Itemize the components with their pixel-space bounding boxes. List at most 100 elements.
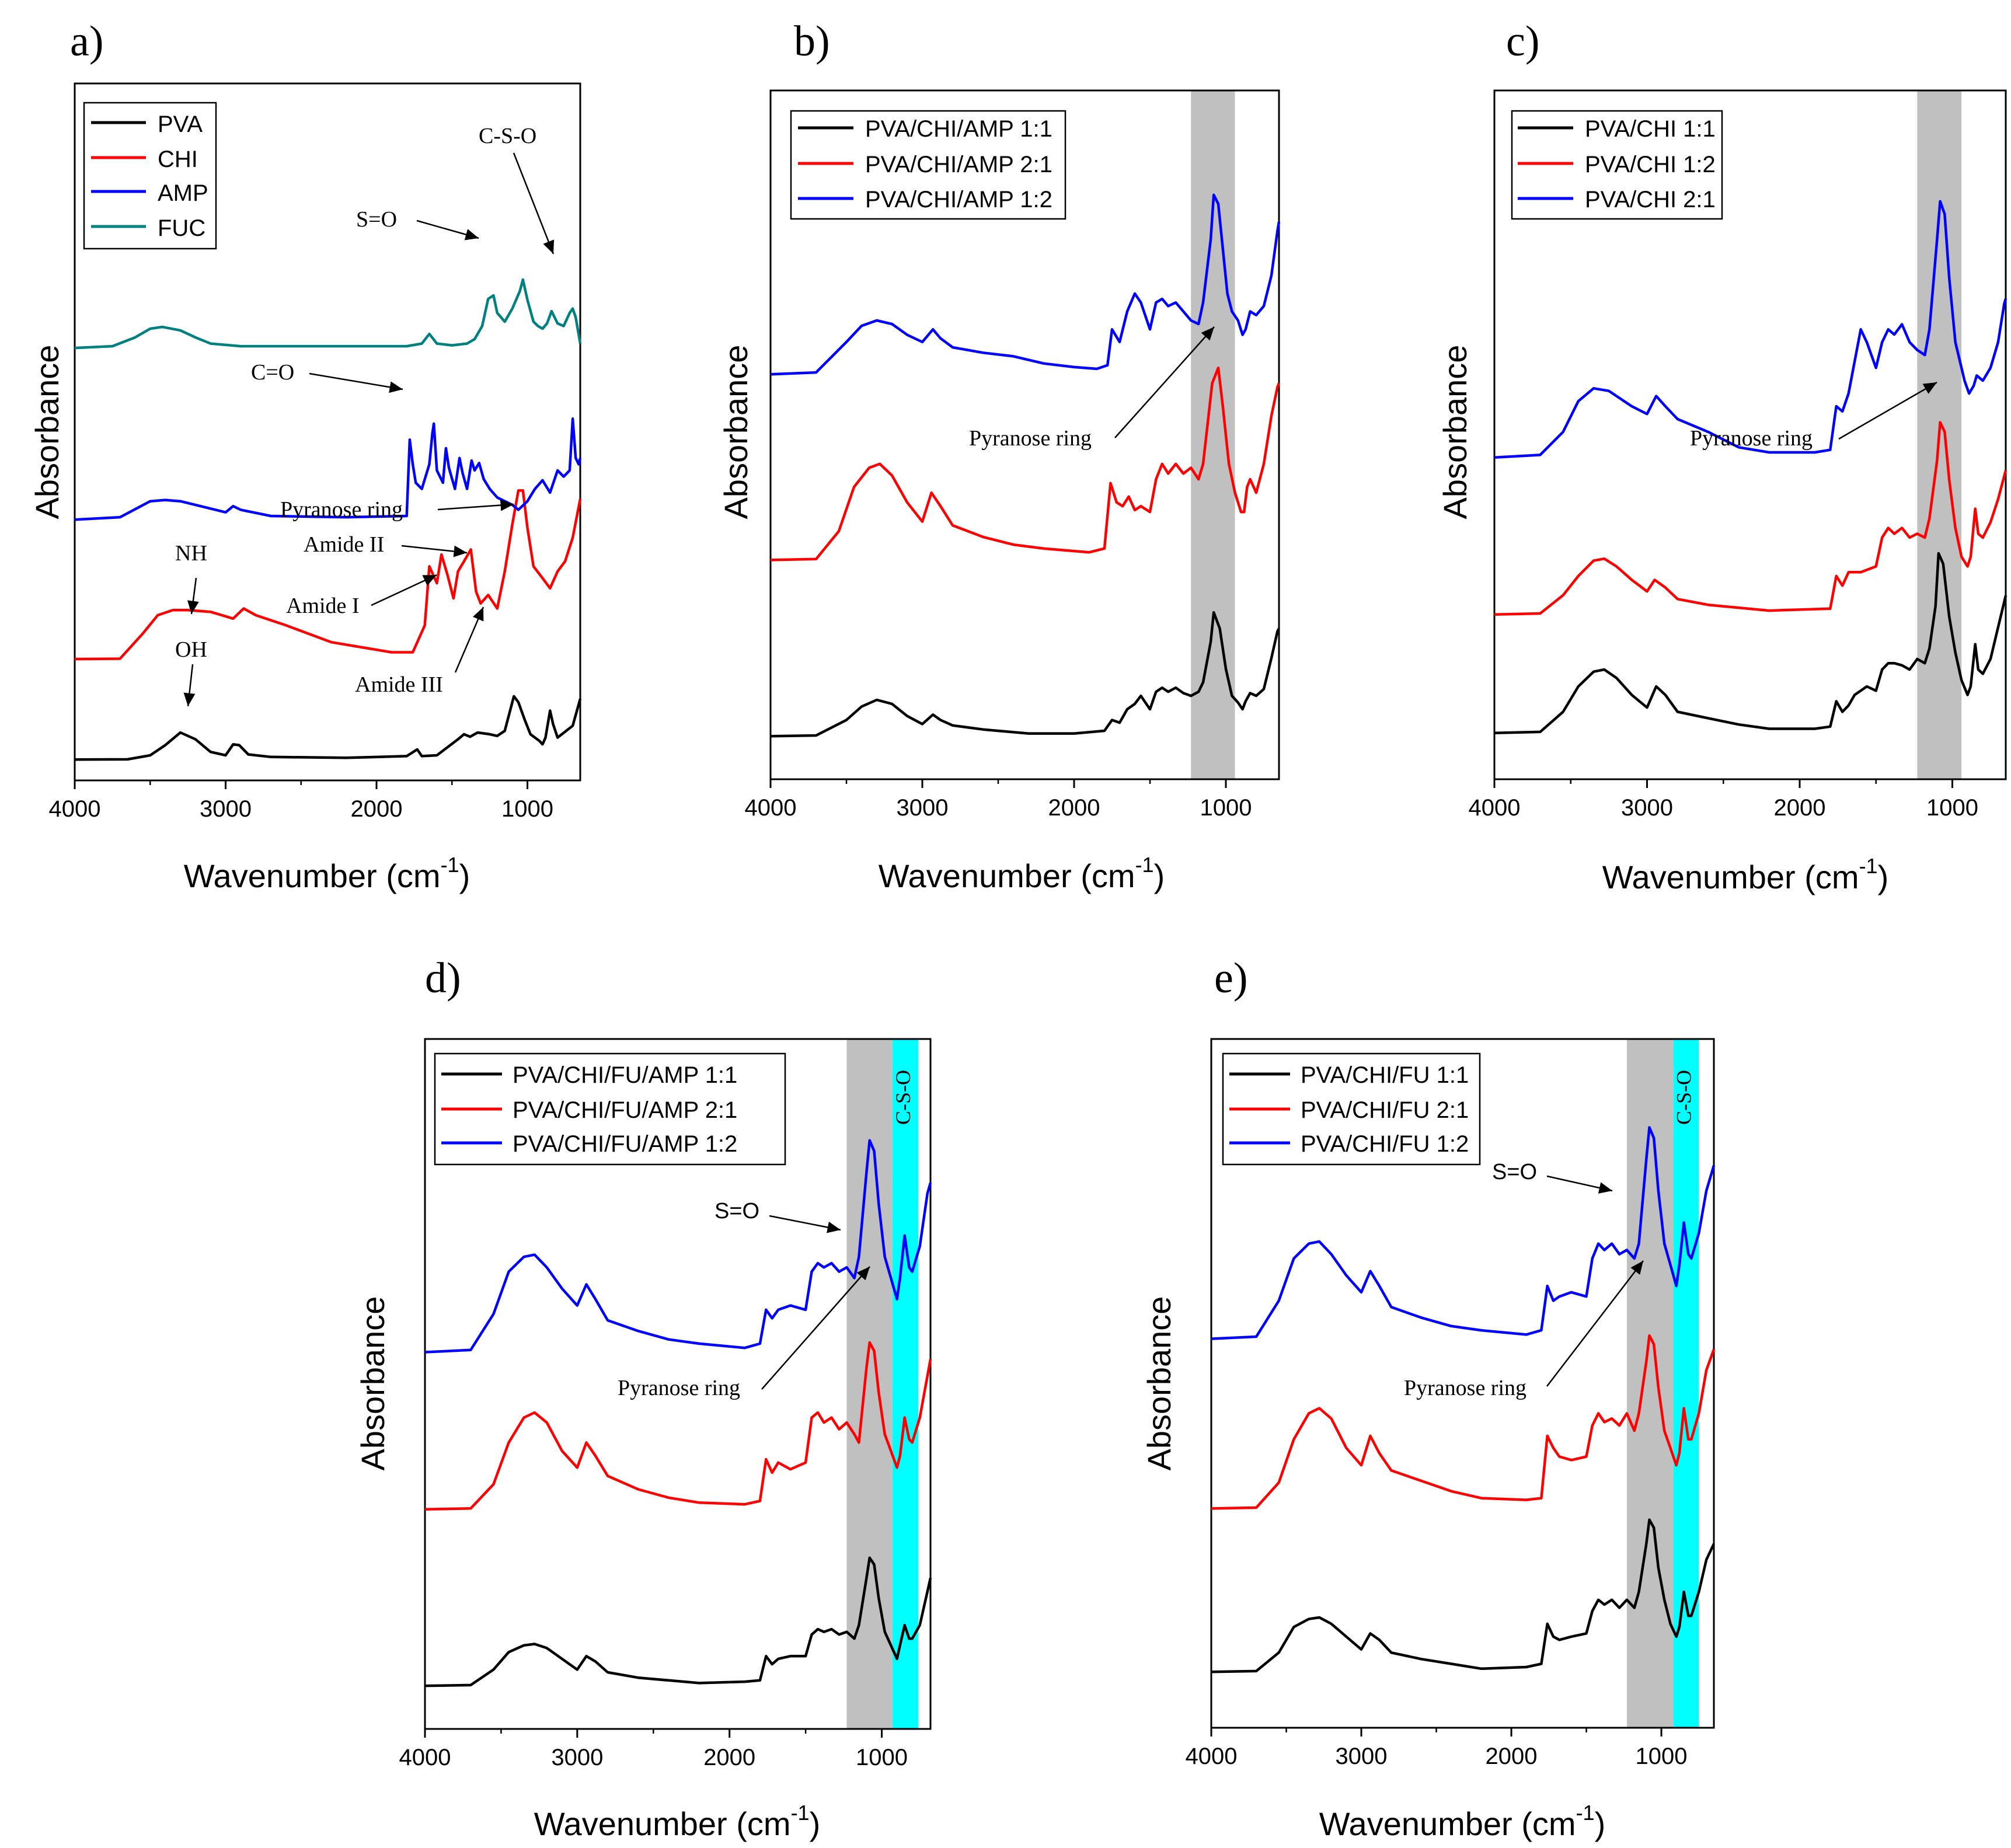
panel-label-a: a) — [70, 18, 104, 65]
xtick-label-c-2000: 2000 — [1773, 795, 1825, 821]
xtick-label-b-2000: 2000 — [1048, 795, 1100, 821]
arrow-amide2-a — [401, 545, 468, 557]
ylabel-a: Absorbance — [29, 345, 65, 519]
legend-a: PVA CHI AMP FUC — [83, 102, 217, 250]
legend-label-amp: AMP — [158, 180, 208, 206]
legend-label-d-1: PVA/CHI/FU/AMP 1:1 — [513, 1062, 737, 1088]
xtick-label-e-1000: 1000 — [1636, 1744, 1688, 1769]
legend-label-chi: CHI — [158, 147, 198, 172]
plot-frame-b — [769, 89, 1280, 780]
arrow-so-a — [416, 219, 479, 240]
arrow-so-d — [769, 1215, 841, 1233]
arrow-co-a — [309, 372, 403, 393]
annotations-a: C-S-O S=O C=O Pyranose ring Amide II NH … — [175, 124, 555, 707]
xtick-label-a-1000: 1000 — [501, 796, 553, 822]
legend-c: PVA/CHI 1:1 PVA/CHI 1:2 PVA/CHI 2:1 — [1511, 110, 1723, 220]
xlabel-e: Wavenumber (cm-1) — [1319, 1801, 1605, 1842]
annotation-so-e: S=O — [1492, 1160, 1537, 1184]
legend-label-c-1: PVA/CHI 1:1 — [1585, 116, 1716, 142]
arrow-so-e — [1546, 1175, 1613, 1194]
xtick-label-e-3000: 3000 — [1336, 1744, 1388, 1769]
xtick-label-c-3000: 3000 — [1621, 795, 1673, 821]
series-line-a-2 — [74, 489, 582, 661]
legend-label-b-1: PVA/CHI/AMP 1:1 — [865, 116, 1052, 142]
arrow-amide1-a — [371, 574, 437, 606]
annotation-cso-a: C-S-O — [479, 124, 536, 148]
xtick-label-a-3000: 3000 — [200, 796, 252, 822]
series-line-a-1 — [74, 695, 582, 761]
plot-frame-c — [1493, 89, 2007, 780]
series-line-d-1 — [424, 1556, 932, 1687]
legend-label-fuc: FUC — [158, 215, 205, 241]
xtick-label-b-3000: 3000 — [897, 795, 949, 821]
panel-label-c: c) — [1506, 18, 1540, 65]
band-cyan-d — [892, 1039, 919, 1729]
annotations-c: Pyranose ring — [1690, 381, 1937, 451]
xticks-a: 4000 3000 2000 1000 — [49, 780, 553, 822]
xtick-label-b-1000: 1000 — [1200, 795, 1252, 821]
band-label-d: C-S-O — [891, 1070, 915, 1125]
panel-label-b: b) — [794, 18, 830, 65]
xtick-label-d-2000: 2000 — [703, 1745, 755, 1770]
plot-frame-d — [424, 1038, 932, 1730]
annotation-so-a: S=O — [356, 207, 397, 232]
annotation-pyranose-c: Pyranose ring — [1690, 426, 1813, 451]
annotation-pyranose-e: Pyranose ring — [1404, 1376, 1526, 1400]
panel-label-e: e) — [1214, 954, 1248, 1002]
series-line-a-3 — [74, 417, 582, 521]
xtick-label-a-4000: 4000 — [49, 796, 101, 822]
annotations-b: Pyranose ring — [969, 326, 1215, 451]
ylabel-b: Absorbance — [717, 345, 754, 519]
legend-label-e-1: PVA/CHI/FU 1:1 — [1301, 1062, 1469, 1088]
series-line-d-2 — [424, 1341, 932, 1511]
annotation-so-d: S=O — [715, 1199, 759, 1223]
arrow-cso-a — [513, 152, 555, 254]
xlabel-c: Wavenumber (cm-1) — [1602, 854, 1888, 895]
legend-label-d-2: PVA/CHI/FU/AMP 2:1 — [513, 1097, 737, 1123]
band-gray-e — [1626, 1039, 1674, 1728]
arrow-pyranose-e — [1546, 1260, 1644, 1387]
annotation-pyranose-d: Pyranose ring — [618, 1376, 740, 1400]
xtick-label-c-4000: 4000 — [1469, 795, 1521, 821]
legend-b: PVA/CHI/AMP 1:1 PVA/CHI/AMP 2:1 PVA/CHI/… — [790, 110, 1067, 220]
arrow-pyranose-b — [1114, 326, 1215, 438]
arrow-pyranose-a — [437, 499, 514, 511]
arrow-pyranose-d — [761, 1266, 870, 1390]
legend-label-b-3: PVA/CHI/AMP 1:2 — [865, 187, 1052, 212]
legend-box-a — [83, 102, 217, 250]
series-line-e-3 — [1211, 1126, 1716, 1340]
legend-label-d-3: PVA/CHI/FU/AMP 1:2 — [513, 1131, 737, 1157]
arrow-pyranose-c — [1838, 381, 1937, 440]
xtick-label-a-2000: 2000 — [351, 796, 403, 822]
xlabel-a: Wavenumber (cm-1) — [184, 853, 470, 894]
xtick-label-d-1000: 1000 — [856, 1745, 908, 1770]
legend-label-c-3: PVA/CHI 2:1 — [1585, 187, 1716, 212]
xlabel-d: Wavenumber (cm-1) — [534, 1801, 820, 1842]
xtick-label-e-4000: 4000 — [1186, 1744, 1238, 1769]
xtick-label-e-2000: 2000 — [1486, 1744, 1538, 1769]
arrow-nh-a — [187, 577, 199, 615]
annotation-pyranose-a: Pyranose ring — [280, 497, 403, 522]
annotation-nh-a: NH — [175, 541, 207, 566]
series-line-e-1 — [1211, 1518, 1716, 1673]
ylabel-c: Absorbance — [1437, 345, 1473, 519]
legend-label-c-2: PVA/CHI 1:2 — [1585, 152, 1716, 177]
series-group-b — [770, 193, 1281, 738]
series-line-b-1 — [770, 611, 1280, 738]
xlabel-b: Wavenumber (cm-1) — [879, 853, 1165, 894]
series-line-a-4 — [74, 278, 582, 350]
series-line-c-3 — [1494, 200, 2007, 459]
legend-e: PVA/CHI/FU 1:1 PVA/CHI/FU 2:1 PVA/CHI/FU… — [1222, 1052, 1481, 1166]
series-group-c — [1494, 200, 2007, 734]
panel-e: C-S-O e) 4000 3000 2000 1000 Absorbance Wav… — [1141, 954, 1716, 1842]
annotation-oh-a: OH — [175, 637, 207, 662]
xtick-label-b-4000: 4000 — [745, 795, 797, 821]
series-line-c-2 — [1494, 421, 2007, 616]
plot-frame-a — [74, 82, 581, 782]
legend-d: PVA/CHI/FU/AMP 1:1 PVA/CHI/FU/AMP 2:1 PV… — [434, 1052, 786, 1166]
band-cyan-e — [1673, 1039, 1699, 1728]
xtick-label-d-4000: 4000 — [399, 1745, 451, 1770]
panel-d: C-S-O d) 4000 3000 2000 1000 Absorbance Wav… — [354, 954, 932, 1842]
